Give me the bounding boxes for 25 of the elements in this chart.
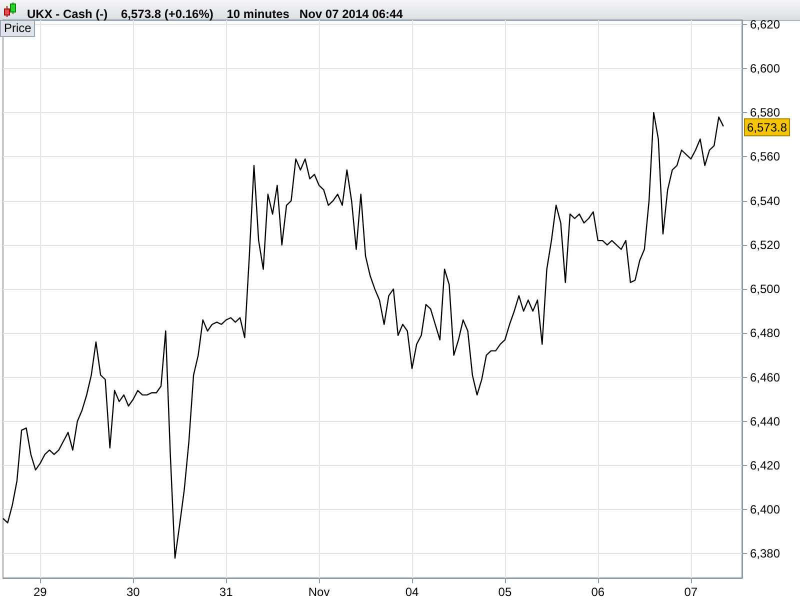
y-tick-label: 6,560	[750, 150, 780, 164]
x-tick-label: Nov	[308, 585, 330, 599]
y-tick-label: 6,460	[750, 370, 780, 384]
text: 6,573.8	[747, 120, 788, 134]
y-tick-label: 6,580	[750, 106, 780, 120]
y-tick-label: 6,620	[750, 17, 780, 32]
x-tick-label: 04	[405, 585, 419, 599]
x-tick-label: 06	[591, 585, 605, 599]
x-tick-label: 31	[219, 585, 234, 599]
annotation: Price	[0, 20, 36, 37]
x-tick-label: 05	[498, 585, 512, 599]
y-tick-label: 6,520	[750, 238, 780, 252]
y-tick-label: 6,420	[750, 458, 780, 473]
y-tick-label: 6,380	[750, 546, 780, 561]
x-tick-label: 30	[126, 585, 140, 599]
y-tick-label: 6,480	[750, 326, 780, 340]
y-tick-label: 6,400	[750, 502, 780, 517]
y-tick-label: 6,540	[750, 194, 780, 208]
y-tick-label: 6,600	[750, 62, 780, 76]
x-tick-label: 29	[34, 585, 48, 599]
x-tick-label: 07	[684, 585, 698, 599]
y-tick-label: 6,440	[750, 414, 780, 428]
chart-title: UKX - Cash (-) 6,573.8 (+0.16%) 10 minutes Nov 07 2014 06:44	[27, 7, 404, 21]
y-tick-label: 6,500	[750, 282, 780, 296]
line-series	[2, 112, 724, 559]
